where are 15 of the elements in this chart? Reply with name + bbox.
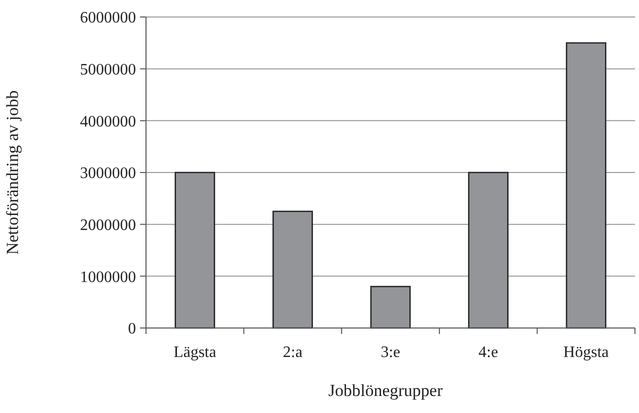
y-tick-label: 0 xyxy=(128,320,136,338)
x-tick-label: 4:e xyxy=(478,344,498,361)
y-tick-label: 5000000 xyxy=(80,61,136,78)
x-tick-label: Högsta xyxy=(563,344,609,361)
y-tick-label: 1000000 xyxy=(80,268,136,286)
y-axis-title: Nettoförändring av jobb xyxy=(3,90,22,255)
x-tick-label: 3:e xyxy=(380,344,400,361)
y-tick-label: 4000000 xyxy=(80,113,136,130)
x-tick-label: 2:a xyxy=(282,344,302,361)
y-tick-label: 6000000 xyxy=(80,10,136,27)
y-tick-label: 2000000 xyxy=(80,216,136,234)
bar xyxy=(370,286,411,329)
y-tick-label: 3000000 xyxy=(80,165,136,182)
x-axis-title: Jobblönegrupper xyxy=(328,381,443,400)
x-tick-label: Lägsta xyxy=(174,344,216,361)
